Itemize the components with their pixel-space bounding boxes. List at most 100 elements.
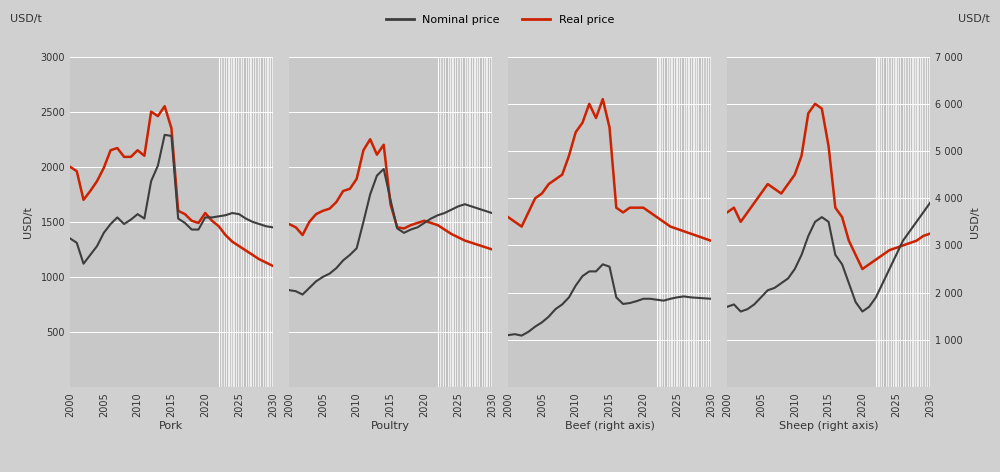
Bar xyxy=(246,57,247,387)
Bar xyxy=(492,57,494,387)
Bar xyxy=(222,57,224,387)
Bar xyxy=(276,57,278,387)
Bar xyxy=(922,57,923,387)
Bar xyxy=(915,57,916,387)
Bar xyxy=(933,57,935,387)
Bar xyxy=(265,57,266,387)
Bar xyxy=(698,57,699,387)
Bar xyxy=(224,57,225,387)
Bar xyxy=(925,57,926,387)
Bar xyxy=(469,57,471,387)
Bar xyxy=(443,57,444,387)
Bar xyxy=(270,57,271,387)
Bar xyxy=(876,57,878,387)
Bar xyxy=(681,57,682,387)
Bar xyxy=(708,57,709,387)
Bar xyxy=(248,57,249,387)
Bar xyxy=(923,57,925,387)
Bar xyxy=(467,57,468,387)
Bar xyxy=(221,57,222,387)
Bar xyxy=(263,57,264,387)
Bar xyxy=(465,57,467,387)
Bar xyxy=(701,57,702,387)
Bar xyxy=(452,57,454,387)
X-axis label: Sheep (right axis): Sheep (right axis) xyxy=(779,421,878,431)
Y-axis label: USD/t: USD/t xyxy=(970,206,980,238)
Bar xyxy=(263,57,264,387)
Bar xyxy=(269,57,271,387)
Bar xyxy=(440,57,441,387)
Bar xyxy=(917,57,919,387)
Bar xyxy=(657,57,658,387)
Bar xyxy=(486,57,488,387)
Bar xyxy=(438,57,492,387)
Bar xyxy=(219,57,220,387)
Bar xyxy=(910,57,911,387)
Bar xyxy=(657,57,659,387)
Bar xyxy=(886,57,887,387)
Legend: Nominal price, Real price: Nominal price, Real price xyxy=(381,10,619,29)
Bar xyxy=(458,57,460,387)
Bar xyxy=(674,57,675,387)
Bar xyxy=(679,57,680,387)
Bar xyxy=(898,57,899,387)
Bar xyxy=(273,57,275,387)
Bar xyxy=(688,57,690,387)
Bar xyxy=(916,57,918,387)
Bar xyxy=(260,57,261,387)
Bar xyxy=(676,57,678,387)
Bar xyxy=(479,57,480,387)
Bar xyxy=(891,57,892,387)
Bar xyxy=(448,57,449,387)
Bar xyxy=(438,57,439,387)
Bar xyxy=(477,57,478,387)
Bar xyxy=(455,57,456,387)
Bar xyxy=(912,57,914,387)
Bar xyxy=(229,57,231,387)
Bar xyxy=(461,57,463,387)
Bar xyxy=(219,57,220,387)
Bar xyxy=(889,57,891,387)
Bar xyxy=(495,57,497,387)
Bar xyxy=(448,57,450,387)
Bar xyxy=(482,57,483,387)
Bar xyxy=(876,57,930,387)
Bar xyxy=(660,57,662,387)
Bar xyxy=(667,57,668,387)
Bar xyxy=(219,57,273,387)
Bar xyxy=(888,57,889,387)
Bar xyxy=(445,57,446,387)
Bar xyxy=(905,57,906,387)
Bar xyxy=(662,57,663,387)
Bar xyxy=(253,57,254,387)
Bar xyxy=(475,57,477,387)
Bar xyxy=(246,57,247,387)
X-axis label: Beef (right axis): Beef (right axis) xyxy=(565,421,654,431)
Bar xyxy=(482,57,483,387)
Bar xyxy=(664,57,665,387)
X-axis label: Pork: Pork xyxy=(159,421,184,431)
Bar xyxy=(883,57,884,387)
Bar xyxy=(691,57,692,387)
Bar xyxy=(489,57,490,387)
Bar xyxy=(670,57,672,387)
Bar xyxy=(686,57,687,387)
Bar xyxy=(681,57,682,387)
Bar xyxy=(691,57,692,387)
Bar xyxy=(896,57,898,387)
Bar xyxy=(878,57,880,387)
Bar xyxy=(900,57,901,387)
Bar xyxy=(706,57,707,387)
Bar xyxy=(701,57,702,387)
Bar xyxy=(671,57,673,387)
Bar xyxy=(457,57,458,387)
Bar xyxy=(226,57,227,387)
Bar xyxy=(450,57,451,387)
Bar xyxy=(881,57,882,387)
Bar xyxy=(704,57,706,387)
Bar xyxy=(478,57,480,387)
Bar xyxy=(485,57,487,387)
Bar xyxy=(913,57,915,387)
Bar xyxy=(484,57,485,387)
Bar xyxy=(455,57,456,387)
